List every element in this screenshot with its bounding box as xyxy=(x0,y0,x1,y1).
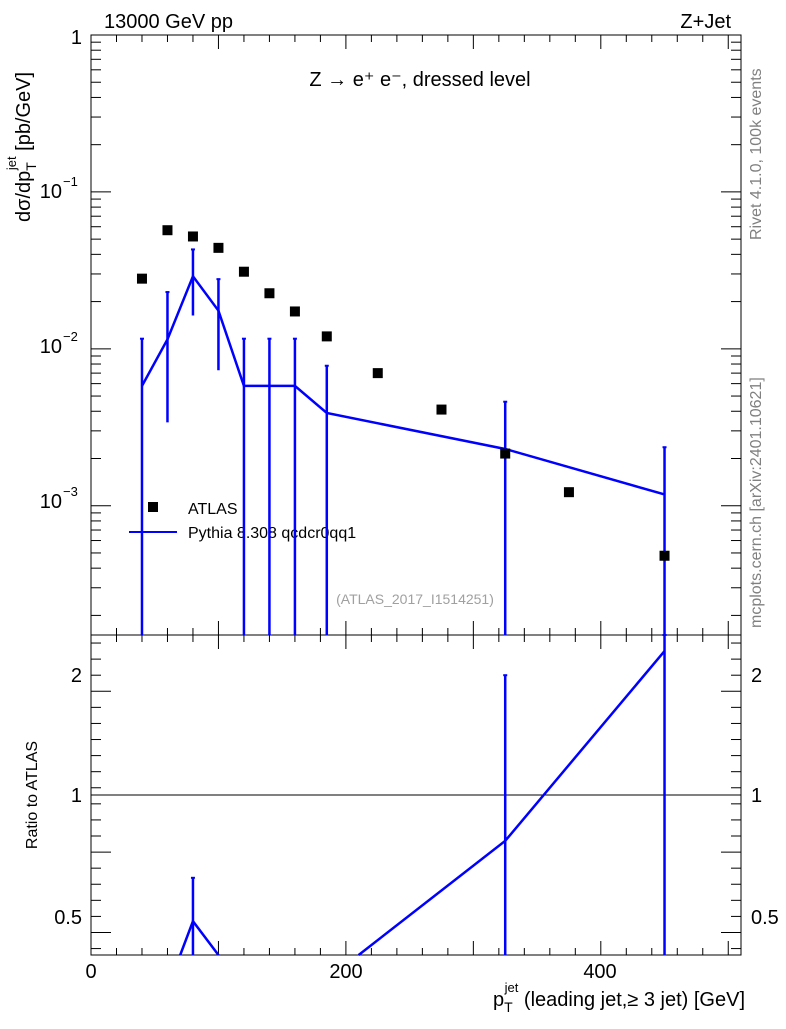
atlas-data-point xyxy=(321,331,332,342)
svg-text:−1: −1 xyxy=(63,174,78,189)
y-tick-label: 10 −3 xyxy=(40,484,78,513)
atlas-data-point xyxy=(162,225,173,236)
atlas-data-point xyxy=(659,550,670,561)
chart-marks xyxy=(136,225,670,956)
atlas-data-point xyxy=(136,273,147,284)
process-tag: Z+Jet xyxy=(680,11,731,33)
x-tick-label: 200 xyxy=(329,961,362,983)
ratio-y-axis-title: Ratio to ATLAS xyxy=(24,741,41,849)
atlas-data-point xyxy=(289,306,300,317)
svg-text:−2: −2 xyxy=(63,329,78,344)
x-tick-labels: 0 200 400 xyxy=(85,961,616,983)
energy-label: 13000 GeV pp xyxy=(104,11,233,33)
ratio-line-segment xyxy=(357,650,666,956)
top-panel-frame xyxy=(90,34,742,636)
atlas-data-point xyxy=(500,448,511,459)
svg-text:−3: −3 xyxy=(63,484,78,499)
atlas-data-point xyxy=(563,487,574,498)
ratio-tick-label: 1 xyxy=(71,785,82,807)
ratio-line-segment xyxy=(179,918,220,956)
svg-text:10: 10 xyxy=(40,336,62,358)
legend-marker-data xyxy=(148,502,158,512)
x-tick-label: 0 xyxy=(85,961,96,983)
y-tick-label: 10 −1 xyxy=(40,174,78,203)
ratio-tick-label: 2 xyxy=(71,665,82,687)
axis-ticks xyxy=(90,34,741,955)
svg-text:10: 10 xyxy=(40,181,62,203)
y-tick-labels: 1 10 −1 10 −2 10 −3 xyxy=(40,27,82,513)
svg-text:10: 10 xyxy=(40,491,62,513)
ratio-tick-labels: 2 1 0.5 2 1 0.5 xyxy=(54,665,779,929)
x-axis-title: pTjet (leading jet,≥ 3 jet) [GeV] xyxy=(493,980,745,1015)
atlas-data-point xyxy=(436,404,447,415)
mc-series-line xyxy=(140,273,665,496)
analysis-id: (ATLAS_2017_I1514251) xyxy=(336,591,494,607)
ratio-tick-label: 0.5 xyxy=(54,907,82,929)
top-y-axis-title: dσ/dpTjet [pb/GeV] xyxy=(4,72,39,222)
ratio-tick-label-right: 1 xyxy=(751,785,762,807)
ratio-tick-label-right: 2 xyxy=(751,665,762,687)
legend-label-mc: Pythia 8.308 qcdcr0qq1 xyxy=(188,525,356,542)
rivet-version-label: Rivet 4.1.0, 100k events xyxy=(748,68,765,240)
legend: ATLAS Pythia 8.308 qcdcr0qq1 xyxy=(129,501,356,542)
legend-label-data: ATLAS xyxy=(188,501,238,518)
atlas-data-point xyxy=(187,231,198,242)
x-tick-label: 400 xyxy=(583,961,616,983)
atlas-data-point xyxy=(213,242,224,253)
atlas-data-point xyxy=(264,288,275,299)
mcplots-label: mcplots.cern.ch [arXiv:2401.10621] xyxy=(748,377,765,628)
atlas-data-point xyxy=(372,368,383,379)
ratio-tick-label-right: 0.5 xyxy=(751,907,779,929)
y-tick-label: 10 −2 xyxy=(40,329,78,358)
process-annotation: Z → e⁺ e⁻, dressed level xyxy=(309,69,530,91)
atlas-data-point xyxy=(238,266,249,277)
y-tick-label: 1 xyxy=(71,27,82,49)
